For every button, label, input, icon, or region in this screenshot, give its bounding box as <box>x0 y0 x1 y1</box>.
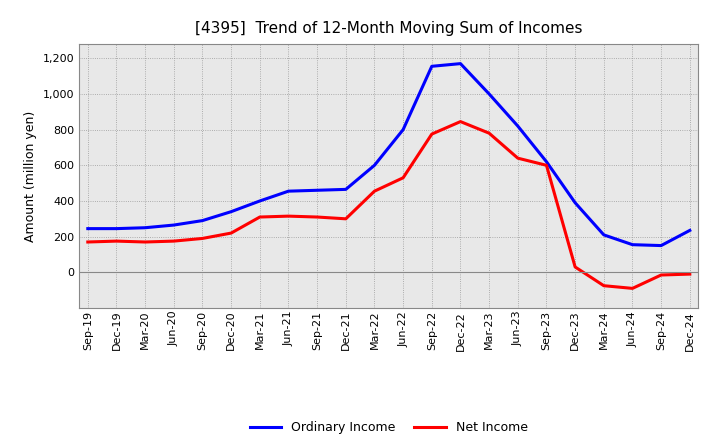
Ordinary Income <box>657 243 665 248</box>
Ordinary Income <box>685 228 694 233</box>
Net Income <box>657 272 665 278</box>
Net Income <box>312 214 321 220</box>
Ordinary Income <box>141 225 150 231</box>
Net Income <box>141 239 150 245</box>
Title: [4395]  Trend of 12-Month Moving Sum of Incomes: [4395] Trend of 12-Month Moving Sum of I… <box>195 21 582 36</box>
Ordinary Income <box>628 242 636 247</box>
Net Income <box>485 131 493 136</box>
Ordinary Income <box>485 92 493 97</box>
Ordinary Income <box>571 200 580 205</box>
Ordinary Income <box>513 123 522 128</box>
Net Income <box>169 238 178 244</box>
Ordinary Income <box>428 64 436 69</box>
Ordinary Income <box>370 163 379 168</box>
Ordinary Income <box>227 209 235 214</box>
Ordinary Income <box>84 226 92 231</box>
Ordinary Income <box>399 127 408 132</box>
Net Income <box>284 213 293 219</box>
Ordinary Income <box>600 232 608 238</box>
Net Income <box>428 132 436 137</box>
Net Income <box>112 238 121 244</box>
Ordinary Income <box>169 222 178 227</box>
Net Income <box>571 264 580 270</box>
Ordinary Income <box>312 187 321 193</box>
Ordinary Income <box>542 159 551 165</box>
Net Income <box>456 119 465 124</box>
Ordinary Income <box>341 187 350 192</box>
Net Income <box>600 283 608 288</box>
Line: Net Income: Net Income <box>88 121 690 288</box>
Net Income <box>198 236 207 241</box>
Net Income <box>341 216 350 221</box>
Net Income <box>370 188 379 194</box>
Net Income <box>542 163 551 168</box>
Net Income <box>685 271 694 277</box>
Net Income <box>399 175 408 180</box>
Ordinary Income <box>456 61 465 66</box>
Net Income <box>256 214 264 220</box>
Ordinary Income <box>284 188 293 194</box>
Legend: Ordinary Income, Net Income: Ordinary Income, Net Income <box>245 416 533 439</box>
Ordinary Income <box>112 226 121 231</box>
Net Income <box>84 239 92 245</box>
Ordinary Income <box>198 218 207 223</box>
Line: Ordinary Income: Ordinary Income <box>88 64 690 246</box>
Y-axis label: Amount (million yen): Amount (million yen) <box>24 110 37 242</box>
Net Income <box>227 231 235 236</box>
Ordinary Income <box>256 198 264 204</box>
Net Income <box>628 286 636 291</box>
Net Income <box>513 155 522 161</box>
